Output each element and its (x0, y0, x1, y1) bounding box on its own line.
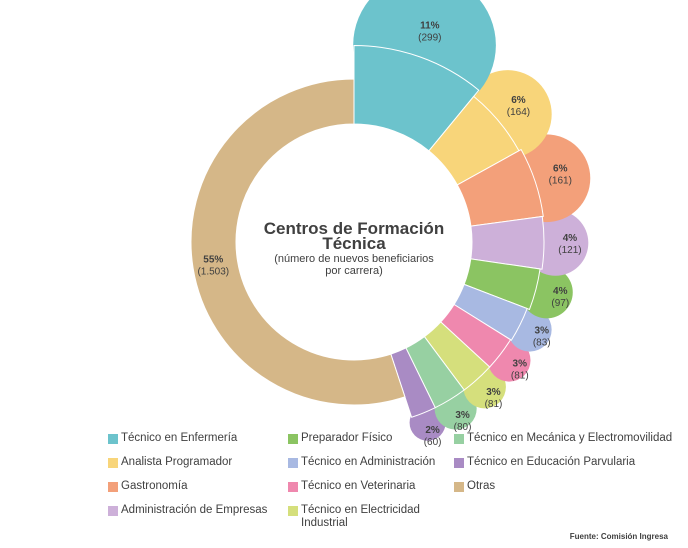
source-note: Fuente: Comisión Ingresa (569, 532, 668, 541)
slice-percent-0: 11% (420, 20, 440, 31)
slice-count-1: (164) (507, 107, 530, 118)
slice-percent-10: 55% (203, 255, 223, 266)
legend-item: Preparador Físico (288, 432, 392, 445)
slice-count-5: (83) (533, 338, 551, 349)
legend-swatch (454, 458, 464, 468)
legend-swatch (288, 458, 298, 468)
legend-item: Otras (454, 480, 495, 493)
slice-percent-5: 3% (535, 326, 550, 337)
chart-subtitle-line-1: (número de nuevos beneficiarios (274, 253, 434, 265)
legend-item: Técnico en Mecánica y Electromovilidad (454, 432, 672, 445)
slice-percent-4: 4% (553, 286, 568, 297)
slice-4 (463, 258, 541, 311)
slice-percent-7: 3% (486, 387, 501, 398)
legend-swatch (288, 506, 298, 516)
legend-item: Gastronomía (108, 480, 187, 493)
legend-swatch (288, 434, 298, 444)
slice-count-7: (81) (485, 399, 503, 410)
legend-item: Técnico en Electricidad Industrial (288, 504, 438, 530)
slice-percent-6: 3% (513, 358, 528, 369)
slice-count-2: (161) (549, 176, 572, 187)
legend-swatch (454, 434, 464, 444)
legend-label: Técnico en Enfermería (121, 432, 238, 444)
slice-0 (353, 44, 480, 152)
chart-title-line-1: Centros de Formación (264, 219, 444, 238)
legend-label: Técnico en Mecánica y Electromovilidad (467, 432, 673, 444)
slice-count-4: (97) (551, 298, 569, 309)
legend-label: Preparador Físico (301, 432, 393, 444)
slice-5 (453, 283, 528, 341)
legend-item: Técnico en Administración (288, 456, 435, 469)
slice-percent-3: 4% (563, 233, 578, 244)
legend-item: Técnico en Educación Parvularia (454, 456, 635, 469)
slice-count-3: (121) (558, 245, 581, 256)
legend-swatch (108, 506, 118, 516)
chart-subtitle-line-2: por carrera) (325, 265, 382, 277)
slice-count-6: (81) (511, 370, 529, 381)
legend-label: Técnico en Electricidad Industrial (301, 504, 420, 529)
slice-percent-8: 3% (455, 410, 470, 421)
legend-swatch (108, 458, 118, 468)
legend-label: Gastronomía (121, 480, 188, 492)
legend-label: Técnico en Veterinaria (301, 480, 416, 492)
legend-label: Técnico en Administración (301, 456, 436, 468)
legend-swatch (454, 482, 464, 492)
slice-count-0: (299) (418, 32, 441, 43)
legend-label: Administración de Empresas (121, 504, 268, 516)
legend-swatch (288, 482, 298, 492)
legend-label: Analista Programador (121, 456, 233, 468)
slice-percent-2: 6% (553, 164, 568, 175)
slice-9 (390, 347, 436, 418)
slice-labels: 11%(299)6%(164)6%(161)4%(121)4%(97)3%(83… (197, 20, 581, 448)
slice-percent-9: 2% (425, 425, 440, 436)
slice-count-9: (60) (424, 437, 442, 448)
legend-swatch (108, 482, 118, 492)
legend-item: Técnico en Veterinaria (288, 480, 415, 493)
legend-label: Otras (467, 480, 496, 492)
legend-label: Técnico en Educación Parvularia (467, 456, 636, 468)
legend-item: Técnico en Enfermería (108, 432, 237, 445)
slice-count-10: (1.503) (197, 267, 229, 278)
legend-item: Analista Programador (108, 456, 232, 469)
legend-swatch (108, 434, 118, 444)
slice-10 (190, 78, 406, 406)
slice-3 (470, 215, 545, 270)
slice-percent-1: 6% (511, 95, 526, 106)
legend-item: Administración de Empresas (108, 504, 267, 517)
slice-2 (456, 148, 544, 227)
chart-title-line-2: Técnica (322, 234, 386, 253)
chart-legend: Técnico en Enfermería Analista Programado… (108, 432, 688, 532)
slice-count-8: (80) (454, 422, 472, 433)
donut-slices (190, 0, 591, 441)
